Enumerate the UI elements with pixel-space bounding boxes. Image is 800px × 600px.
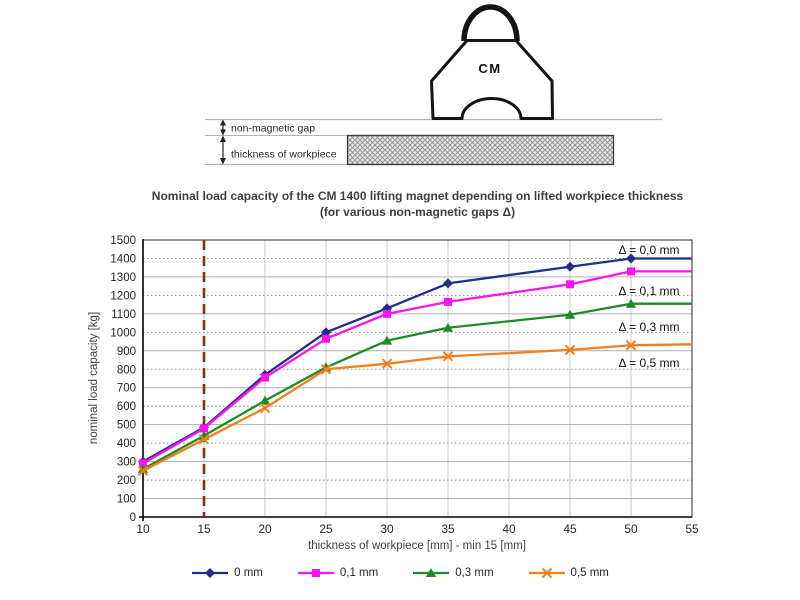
marker-diamond (443, 278, 453, 289)
workpiece-diagram: non-magnetic gap thickness of workpiece … (205, 4, 662, 166)
legend-swatch-0-5-mm (528, 567, 565, 579)
y-tick-label-1000: 1000 (110, 327, 136, 339)
marker-triangle (625, 298, 637, 308)
marker-x (442, 351, 454, 362)
chart-title-line1: Nominal load capacity of the CM 1400 lif… (151, 189, 684, 203)
marker-x (320, 364, 332, 375)
chart-title: Nominal load capacity of the CM 1400 lif… (110, 189, 725, 220)
legend-swatch-0-3-mm (413, 568, 450, 577)
x-tick-label-30: 30 (380, 522, 394, 536)
chart-legend: 0 mm 0,1 mm 0,3 mm 0,5 mm (0, 567, 800, 579)
y-tick-label-1300: 1300 (110, 272, 136, 284)
x-tick-label-10: 10 (136, 522, 150, 536)
legend-swatch-0-1-mm (297, 569, 334, 577)
magnet-body (430, 39, 554, 120)
series-0-1-mm: Δ = 0,1 mm (139, 267, 692, 468)
marker-triangle (381, 335, 393, 345)
y-tick-label-1200: 1200 (110, 290, 136, 302)
marker-x (625, 340, 637, 351)
x-axis-title: thickness of workpiece [mm] - min 15 [mm… (308, 540, 526, 552)
legend-label-0-1-mm: 0,1 mm (339, 567, 379, 579)
marker-square (261, 373, 269, 382)
x-tick-label-25: 25 (319, 522, 333, 536)
marker-square (444, 297, 452, 306)
chart-title-line2: (for various non-magnetic gaps Δ) (319, 204, 516, 219)
marker-x (198, 434, 210, 445)
marker-triangle (564, 309, 576, 319)
y-tick-label-200: 200 (117, 475, 136, 487)
annotation-0-mm: Δ = 0,0 mm (618, 243, 679, 257)
plot-frame (142, 239, 693, 518)
marker-triangle (442, 322, 454, 332)
series-0-3-mm: Δ = 0,3 mm (137, 298, 692, 473)
y-tick-label-500: 500 (117, 420, 136, 432)
y-tick-label-1500: 1500 (110, 235, 136, 247)
y-tick-label-300: 300 (117, 457, 136, 469)
y-tick-label-600: 600 (117, 401, 136, 413)
marker-triangle (259, 395, 271, 405)
legend-label-0-mm: 0 mm (234, 567, 263, 579)
y-tick-label-800: 800 (117, 364, 136, 376)
gap-dimension-arrow (220, 119, 226, 136)
y-tick-label-0: 0 (130, 512, 136, 524)
marker-square (627, 267, 635, 276)
marker-square (322, 334, 330, 343)
load-capacity-chart: 10 15 20 25 30 35 40 45 50 55 0 100 200 300 400 500 600 7… (110, 235, 699, 536)
marker-square (383, 309, 391, 318)
marker-x (541, 567, 552, 579)
y-tick-label-900: 900 (117, 346, 136, 358)
marker-diamond (205, 568, 216, 578)
legend-swatch-0-mm (192, 568, 229, 578)
series-0-5-mm: Δ = 0,5 mm (137, 340, 693, 477)
legend-label-0-5-mm: 0,5 mm (570, 567, 609, 579)
y-tick-label-700: 700 (117, 383, 136, 395)
x-tick-label-40: 40 (502, 522, 516, 536)
marker-x (259, 402, 271, 414)
y-tick-label-400: 400 (117, 438, 136, 450)
x-tick-label-55: 55 (685, 522, 699, 536)
legend-item-0-3-mm: 0,3 mm (412, 567, 494, 579)
legend-item-0-5-mm: 0,5 mm (528, 567, 609, 579)
series-line-0-1-mm (142, 270, 692, 465)
marker-square (200, 424, 208, 433)
x-tick-label-45: 45 (563, 522, 577, 536)
marker-square (139, 459, 147, 468)
x-tick-label-15: 15 (197, 522, 211, 536)
annotation-0-5-mm: Δ = 0,5 mm (618, 356, 679, 370)
x-tick-label-20: 20 (258, 522, 272, 536)
y-tick-label-1100: 1100 (111, 309, 136, 321)
series-line-0-3-mm (142, 302, 692, 470)
magnet-hook-eye (461, 4, 520, 42)
marker-x (564, 344, 576, 356)
marker-diamond (565, 261, 575, 272)
y-axis-title: nominal load capacity [kg] (88, 312, 100, 444)
thickness-label: thickness of workpiece (231, 149, 337, 161)
lifting-magnet-drawing: CM (430, 4, 554, 120)
magnet-model-label: CM (478, 61, 501, 76)
marker-x (137, 465, 149, 477)
marker-square (311, 569, 320, 577)
marker-diamond (626, 253, 636, 264)
annotation-0-1-mm: Δ = 0,1 mm (618, 284, 679, 298)
gap-label: non-magnetic gap (231, 123, 315, 135)
marker-square (566, 280, 574, 289)
marker-triangle (426, 568, 437, 577)
thickness-dimension-arrow (220, 135, 226, 165)
legend-label-0-3-mm: 0,3 mm (455, 567, 494, 579)
x-tick-label-50: 50 (624, 522, 638, 536)
legend-item-0-1-mm: 0,1 mm (297, 567, 378, 579)
annotation-0-3-mm: Δ = 0,3 mm (618, 320, 679, 334)
workpiece-hatched-bar (346, 134, 615, 166)
y-tick-label-100: 100 (117, 494, 136, 506)
y-tick-label-1400: 1400 (110, 253, 136, 265)
legend-item-0-mm: 0 mm (191, 567, 263, 579)
x-tick-label-35: 35 (441, 522, 455, 536)
marker-x (381, 358, 393, 369)
